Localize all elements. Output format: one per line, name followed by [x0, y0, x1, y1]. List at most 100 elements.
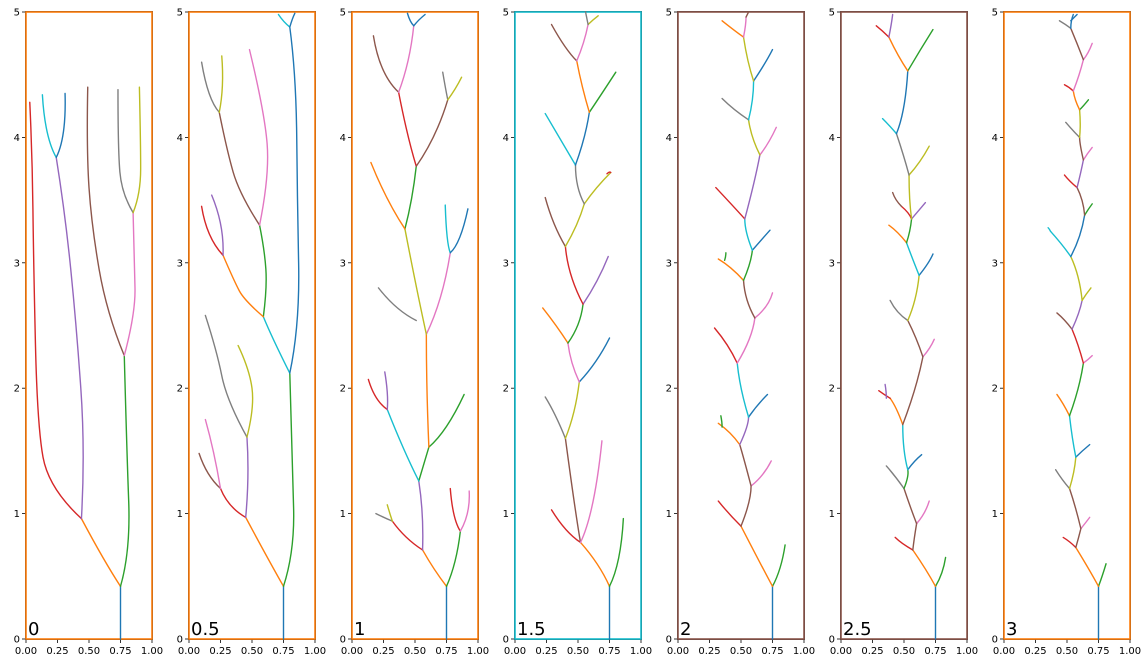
branch-line	[903, 469, 909, 490]
branch-line	[449, 487, 462, 532]
branch-line	[445, 530, 462, 588]
branch-line	[739, 416, 750, 446]
branch-line	[567, 342, 580, 383]
branch-line	[564, 203, 585, 248]
branch-line	[1075, 546, 1100, 588]
branch-line	[889, 397, 904, 426]
y-tick-label: 1	[666, 509, 672, 520]
branch-line	[891, 191, 903, 208]
branch-line	[579, 541, 611, 588]
branch-line	[404, 228, 428, 335]
branch-line	[895, 132, 910, 176]
branch-line	[372, 35, 400, 93]
branch-line	[542, 307, 569, 344]
x-tick-label: 1.00	[141, 646, 163, 657]
branch-line	[713, 327, 738, 364]
branch-line	[905, 218, 913, 244]
branch-line	[875, 25, 890, 38]
branch-line	[888, 224, 908, 244]
branch-line	[1070, 255, 1083, 302]
y-tick-label: 0	[177, 635, 183, 646]
branch-line	[576, 23, 589, 62]
branch-line	[888, 36, 909, 72]
y-tick-label: 4	[829, 133, 835, 144]
x-tick-label: 0.25	[372, 646, 394, 657]
branch-line	[750, 460, 772, 487]
y-tick-label: 4	[666, 133, 672, 144]
branch-line	[908, 174, 913, 220]
panel-1: 0 1 2 3 4 5 0.00 0.25 0.50 0.75 1.00 0.5	[177, 8, 327, 658]
branch-line	[1068, 487, 1082, 530]
branch-line	[894, 536, 914, 551]
branch-line	[1076, 159, 1085, 189]
x-tick-label: 0.00	[178, 646, 200, 657]
branch-line	[1068, 362, 1085, 417]
branch-line	[1070, 27, 1085, 61]
branch-line	[544, 396, 567, 440]
y-tick-label: 4	[503, 133, 509, 144]
x-tick-label: 0.00	[830, 646, 852, 657]
branch-line	[55, 156, 84, 520]
branch-line	[370, 161, 406, 230]
branch-line	[907, 453, 923, 471]
panel-label: 2.5	[843, 619, 872, 640]
branch-line	[567, 303, 584, 344]
branch-line	[1078, 109, 1081, 139]
branch-line	[881, 117, 898, 135]
branch-line	[715, 186, 746, 220]
branch-line	[742, 36, 755, 82]
branch-line	[740, 485, 752, 527]
y-tick-label: 4	[992, 133, 998, 144]
branch-line	[910, 201, 927, 220]
branch-line	[889, 299, 909, 322]
branch-line	[723, 252, 727, 261]
branch-line	[550, 23, 578, 62]
y-tick-label: 1	[503, 509, 509, 520]
branch-line	[289, 26, 300, 374]
branch-line	[1082, 146, 1093, 161]
branch-line	[1068, 415, 1077, 458]
y-tick-label: 0	[503, 635, 509, 646]
branch-line	[578, 337, 611, 383]
boundary-frame	[351, 11, 479, 640]
x-tick-label: 0.50	[567, 646, 589, 657]
branch-line	[902, 423, 909, 471]
branch-line	[218, 55, 224, 114]
branch-line	[277, 13, 291, 28]
branch-line	[444, 204, 451, 254]
y-tick-label: 4	[177, 133, 183, 144]
branch-line	[449, 208, 469, 254]
branch-line	[907, 319, 924, 358]
x-tick-label: 0.75	[435, 646, 457, 657]
y-tick-label: 5	[992, 8, 998, 19]
branch-line	[218, 111, 261, 226]
boundary-frame	[514, 11, 642, 640]
branch-line	[576, 60, 591, 114]
branch-line	[397, 91, 417, 167]
branch-line	[1063, 174, 1078, 189]
branch-line	[608, 517, 625, 588]
branch-line	[759, 126, 777, 156]
axes-frame	[188, 11, 316, 640]
x-tick-label: 0.25	[535, 646, 557, 657]
branch-line	[210, 194, 224, 256]
x-tick-label: 0.75	[924, 646, 946, 657]
y-tick-label: 3	[177, 258, 183, 269]
x-tick-label: 1.00	[956, 646, 978, 657]
x-tick-label: 1.00	[467, 646, 489, 657]
boundary-frame	[677, 11, 805, 640]
x-tick-label: 0.75	[761, 646, 783, 657]
branch-line	[204, 314, 248, 438]
x-tick-label: 0.75	[1087, 646, 1109, 657]
branch-line	[903, 487, 918, 525]
branch-line	[1049, 230, 1072, 258]
panel-label: 0	[28, 619, 39, 640]
branch-line	[564, 437, 582, 544]
branch-line	[717, 500, 742, 527]
branch-line	[1054, 469, 1071, 490]
branch-line	[915, 500, 930, 525]
branch-line	[884, 383, 888, 399]
branch-line	[391, 520, 424, 551]
branch-line	[742, 249, 754, 282]
